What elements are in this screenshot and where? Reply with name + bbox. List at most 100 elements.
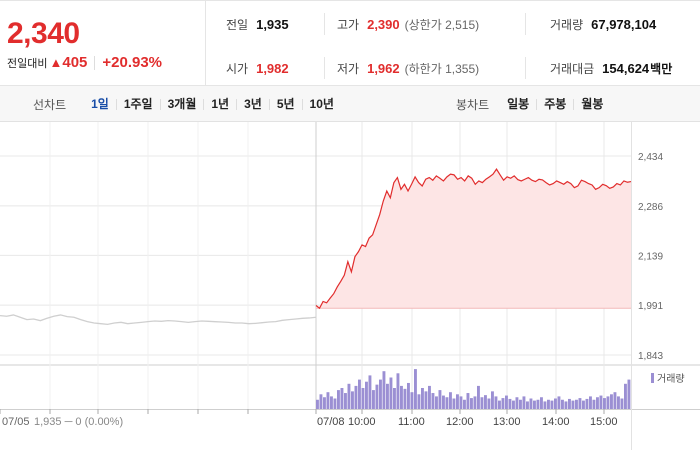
volume-bar	[354, 385, 358, 409]
period-1y[interactable]: 1년	[203, 98, 236, 110]
volume-bar	[407, 382, 410, 409]
volume-bar	[431, 393, 435, 409]
volume-bar	[515, 397, 519, 409]
volume-bar	[568, 398, 571, 409]
volume-bar	[557, 396, 561, 409]
today-area	[316, 169, 631, 309]
volume-bar	[452, 398, 456, 409]
change-rate: +20.93%	[102, 54, 163, 71]
period-1d[interactable]: 1일	[91, 96, 109, 111]
x-tick-label: 07/08	[317, 416, 345, 428]
volume-bar	[519, 399, 522, 409]
stat-value: 1,962	[367, 61, 400, 76]
volume-bar	[449, 392, 452, 409]
volume-bar	[340, 388, 344, 409]
divider	[324, 13, 325, 35]
x-tick-label: 13:00	[493, 416, 521, 428]
period-5y[interactable]: 5년	[268, 98, 302, 110]
period-1w[interactable]: 1주일	[115, 98, 160, 110]
volume-bar	[330, 396, 333, 409]
change-value: 405	[62, 54, 88, 71]
volume-bar	[445, 397, 449, 409]
stat-value: 2,390	[367, 17, 400, 32]
stat-label: 전일	[226, 18, 249, 32]
volume-bar	[368, 375, 372, 409]
volume-bar	[487, 398, 491, 409]
volume-bar	[505, 395, 508, 409]
volume-bar	[617, 396, 620, 409]
volume-bar	[442, 395, 445, 409]
volume-bar	[466, 393, 470, 409]
candle-monthly[interactable]: 월봉	[573, 98, 610, 110]
volume-bar	[417, 394, 421, 409]
volume-bar	[589, 396, 592, 409]
volume-bar	[526, 401, 529, 409]
x-tick-label: 14:00	[542, 416, 570, 428]
volume-bar	[351, 391, 354, 409]
divider	[324, 57, 325, 79]
stat-value: 1,982	[256, 61, 289, 76]
prev-day-caption: 1,935 ─ 0 (0.00%)	[34, 416, 123, 428]
x-tick-label: 11:00	[398, 416, 425, 428]
volume-bar	[414, 369, 417, 409]
volume-bar	[316, 399, 319, 409]
period-10y[interactable]: 10년	[301, 98, 341, 110]
volume-bar	[344, 393, 347, 409]
volume-bar	[389, 377, 393, 409]
volume-bar	[473, 396, 477, 409]
period-selector-bar: 선차트 1일 1주일 3개월 1년 3년 5년 10년 봉차트 일봉 주봉 월봉	[0, 86, 700, 122]
volume-bar	[456, 394, 459, 409]
today-price-line	[315, 168, 632, 310]
stat-label: 거래량	[550, 18, 584, 32]
volume-bar	[561, 399, 564, 409]
candle-chart-title: 봉차트	[456, 97, 490, 112]
volume-bar	[533, 400, 536, 409]
chart-canvas: 2,434 2,286 2,139 1,991 1,843 07/08 10:00 11:00…	[0, 122, 700, 450]
prev-day-line	[0, 314, 317, 326]
volume-bar	[459, 396, 463, 409]
volume-bar	[540, 397, 543, 409]
volume-bar	[463, 399, 466, 409]
volume-bar	[403, 388, 407, 409]
volume-legend-swatch	[651, 373, 654, 383]
line-chart-periods: 선차트 1일 1주일 3개월 1년 3년 5년 10년	[33, 86, 341, 122]
volume-bar	[599, 395, 603, 409]
volume-bar	[323, 397, 326, 409]
volume-bar	[603, 398, 606, 409]
stat-label: 고가	[337, 18, 360, 32]
volume-bar	[606, 396, 610, 409]
volume-bar	[613, 392, 617, 409]
stat-open: 시가 1,982	[226, 60, 289, 77]
lower-limit: (하한가 1,355)	[404, 62, 480, 76]
volume-bar	[375, 384, 379, 409]
period-3m[interactable]: 3개월	[159, 98, 204, 110]
volume-bar	[547, 399, 550, 409]
volume-bar	[410, 392, 414, 409]
stat-value: 67,978,104	[591, 17, 657, 32]
volume-bar	[522, 396, 526, 409]
volume-bar	[550, 400, 554, 409]
volume-bar	[585, 398, 589, 409]
quote-summary: 2,340 전일대비 ▲ 405 +20.93% 전일 1,935 고가 2,3…	[0, 0, 700, 87]
divider	[525, 13, 526, 35]
volume-bar	[582, 400, 585, 409]
upper-limit: (상한가 2,515)	[404, 18, 480, 32]
volume-bar	[610, 394, 613, 409]
candle-weekly[interactable]: 주봉	[536, 98, 573, 110]
volume-bar	[477, 385, 480, 409]
stat-unit: 백만	[650, 62, 673, 76]
candle-daily[interactable]: 일봉	[507, 96, 530, 111]
volume-bar	[575, 399, 578, 409]
volume-bar	[578, 398, 582, 409]
volume-bar	[400, 385, 403, 409]
y-tick-label: 2,286	[638, 202, 663, 213]
divider	[525, 57, 526, 79]
stat-label: 거래대금	[550, 62, 595, 76]
stat-label: 시가	[226, 62, 249, 76]
volume-bar	[491, 391, 494, 409]
volume-bar	[529, 398, 533, 409]
price-chart: 2,434 2,286 2,139 1,991 1,843 07/08 10:00 11:00…	[0, 122, 700, 450]
period-3y[interactable]: 3년	[236, 98, 269, 110]
volume-bar	[365, 381, 368, 409]
volume-bar	[536, 399, 540, 409]
